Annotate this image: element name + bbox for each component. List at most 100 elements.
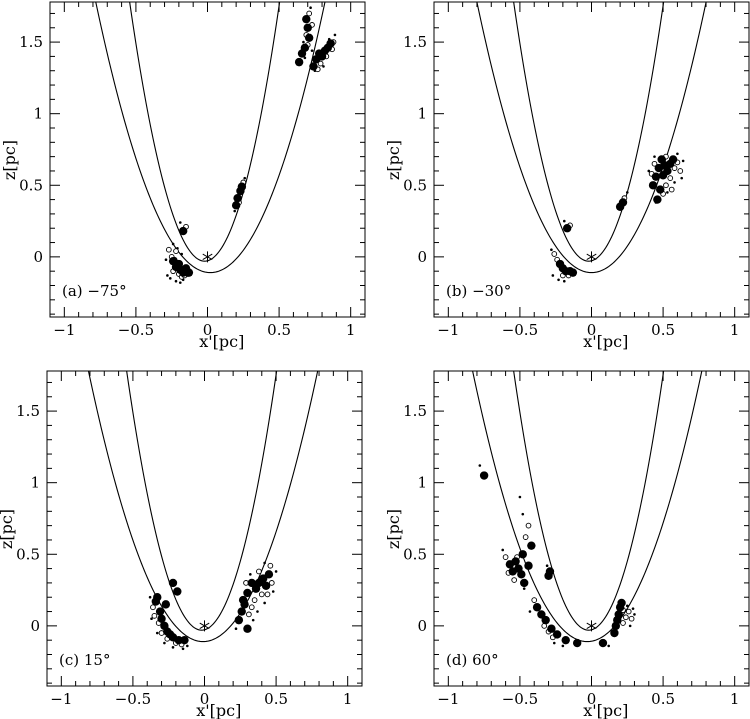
open-point	[165, 246, 172, 253]
dot-point	[625, 191, 629, 194]
open-point	[668, 186, 675, 193]
filled-point	[511, 557, 520, 566]
dot-point	[673, 181, 676, 184]
filled-point	[297, 49, 307, 58]
dot-point	[168, 277, 172, 280]
dot-point	[666, 191, 669, 194]
filled-point	[541, 615, 550, 625]
filled-point	[153, 593, 162, 602]
dot-point	[561, 644, 565, 648]
dot-point	[178, 281, 182, 284]
open-point	[522, 534, 529, 540]
ticks	[50, 2, 365, 317]
y-tick-label: 0	[417, 248, 427, 266]
filled-point	[572, 638, 582, 648]
plot-frame	[49, 1, 366, 318]
x-tick-label: 0	[200, 690, 210, 708]
curve-1	[513, 2, 665, 262]
x-tick-label: 1	[730, 321, 740, 339]
dot-point	[249, 573, 252, 576]
curve-0	[476, 2, 707, 274]
filled-point	[157, 614, 166, 623]
y-tick-label: 1	[417, 105, 427, 123]
filled-point	[617, 598, 626, 608]
dot-point	[263, 601, 266, 605]
plot-area	[476, 2, 707, 283]
filled-point	[237, 182, 247, 191]
y-tick-label: 0.5	[16, 545, 40, 563]
filled-point	[479, 471, 489, 480]
filled-point	[610, 628, 619, 638]
dot-point	[518, 495, 522, 499]
dot-point	[251, 618, 255, 622]
dot-point	[171, 646, 175, 649]
open-point	[502, 554, 509, 560]
dot-point	[562, 219, 566, 223]
panel-3: −1 −0.5 0 0.5 1 0 0.5 1 1.5 x'[pc] z[pc] (d) 60°	[384, 370, 750, 719]
plot-area	[472, 371, 703, 648]
dot-point	[148, 595, 152, 599]
open-point	[267, 562, 274, 569]
dot-point	[233, 209, 237, 213]
dot-point	[171, 242, 175, 246]
open-point	[306, 10, 313, 17]
filled-point	[614, 610, 623, 619]
dot-point	[628, 624, 632, 628]
dot-point	[551, 274, 555, 277]
plot-area	[87, 371, 319, 651]
x-tick-label: 0.5	[651, 690, 675, 708]
x-tick-label: 0	[203, 321, 213, 339]
open-point	[628, 615, 635, 622]
open-point	[677, 168, 684, 174]
filled-point	[234, 615, 244, 625]
x-tick-label: 0.5	[267, 321, 291, 339]
x-tick-label: −0.5	[118, 321, 154, 339]
filled-point	[259, 574, 268, 583]
dot-point	[181, 647, 185, 651]
filled-point	[294, 57, 304, 67]
filled-point	[568, 268, 578, 277]
filled-point	[520, 578, 529, 588]
dot-point	[680, 176, 684, 180]
curve-0	[472, 371, 703, 643]
open-point	[317, 60, 324, 67]
star-stroke	[586, 622, 597, 630]
dot-point	[164, 258, 168, 262]
open-point	[620, 620, 626, 626]
filled-point	[261, 581, 271, 590]
dot-point	[550, 248, 553, 252]
open-point	[151, 612, 158, 619]
y-tick-label: 1.5	[403, 33, 427, 51]
filled-point	[233, 193, 242, 203]
x-tick-label: 0	[587, 690, 597, 708]
open-point	[256, 568, 262, 575]
panel-label: (c) 15°	[59, 651, 110, 669]
filled-point	[243, 588, 252, 598]
dot-point	[310, 49, 314, 52]
ticks	[434, 371, 749, 686]
filled-point	[155, 607, 165, 616]
open-point	[511, 577, 518, 583]
dot-point	[302, 40, 305, 44]
dot-point	[562, 279, 566, 283]
dot-point	[163, 641, 166, 645]
filled-point	[168, 578, 178, 588]
dot-point	[271, 590, 275, 593]
panel-1: −1 −0.5 0 0.5 1 0 0.5 1 1.5 x'[pc] z[pc] (b) −30°	[384, 1, 750, 351]
y-tick-label: 0	[417, 617, 427, 635]
open-point	[150, 604, 156, 611]
x-axis-label: x'[pc]	[199, 332, 244, 351]
dot-point	[528, 610, 532, 613]
x-tick-label: −0.5	[502, 321, 538, 339]
plot-frame	[433, 1, 750, 318]
x-axis-label: x'[pc]	[196, 701, 241, 719]
star-stroke	[199, 622, 210, 630]
dot-point	[166, 274, 169, 277]
curve-1	[129, 2, 281, 262]
filled-point	[653, 195, 662, 204]
filled-point	[618, 198, 628, 207]
filled-point	[303, 23, 312, 32]
star-stroke	[586, 253, 597, 261]
star-marker	[586, 251, 597, 263]
filled-point	[547, 624, 556, 633]
